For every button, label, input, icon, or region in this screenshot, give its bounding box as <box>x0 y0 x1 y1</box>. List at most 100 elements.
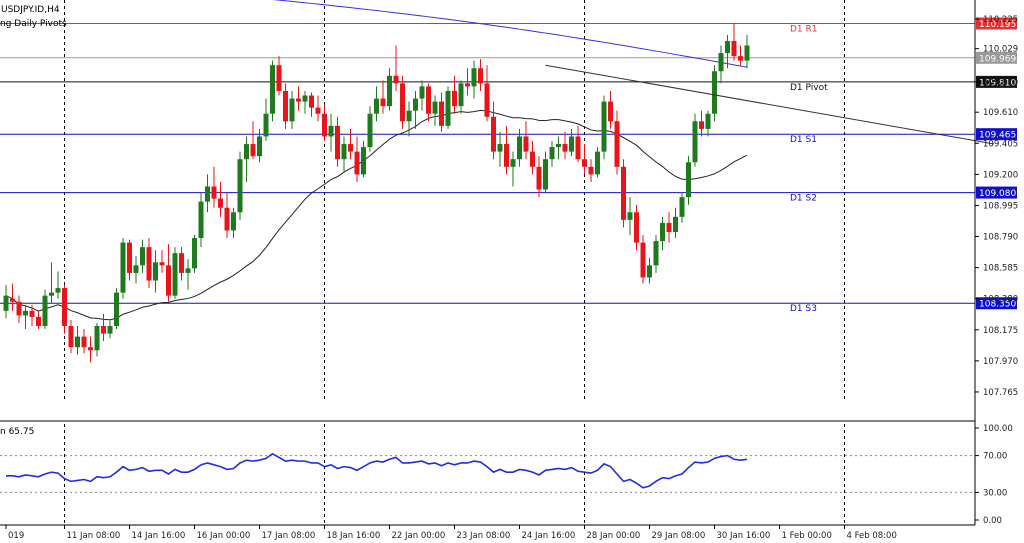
price-tick-label: 108.585 <box>983 264 1018 274</box>
candle-body <box>75 336 80 348</box>
candle-body <box>289 98 295 122</box>
level-price-tag <box>976 297 1017 310</box>
level-name: D1 S1 <box>790 135 817 145</box>
candle-body <box>283 90 288 122</box>
candle-body <box>263 113 269 137</box>
candle-body <box>302 95 308 102</box>
candle-body <box>393 75 399 84</box>
level-name: D1 S2 <box>790 194 817 204</box>
candle-body <box>367 113 373 148</box>
candle-body <box>328 125 334 137</box>
trend-line <box>545 64 995 145</box>
candle-body <box>653 241 659 266</box>
symbol-title: USDJPY.ID,H4 <box>1 5 60 15</box>
candle-body <box>81 336 87 348</box>
candle-body <box>127 242 132 273</box>
separator-lines <box>64 0 845 525</box>
candle-body <box>458 83 464 107</box>
candle-body <box>731 40 737 57</box>
candle-body <box>478 68 483 84</box>
candle-body <box>159 262 165 266</box>
time-tick-label: 14 Jan 16:00 <box>132 531 186 541</box>
candle-body <box>354 151 360 175</box>
indicator-label: ng Daily Pivots <box>0 19 67 29</box>
level-name: D1 S3 <box>790 304 817 314</box>
candle-body <box>738 56 743 61</box>
candle-body <box>601 101 607 152</box>
candle-body <box>179 253 184 273</box>
level-price-label: 109.080 <box>979 189 1016 199</box>
time-tick-label: 4 Feb 08:00 <box>847 531 897 541</box>
candle-body <box>582 159 587 167</box>
candle-body <box>517 136 522 160</box>
candle-body <box>575 136 581 160</box>
rsi-tick-label: 100.00 <box>983 424 1013 434</box>
candle-body <box>608 101 613 122</box>
candle-body <box>296 98 301 102</box>
candle-body <box>439 101 444 126</box>
candle-body <box>55 288 61 293</box>
level-name: D1 R1 <box>790 25 818 35</box>
candle-body <box>640 242 646 278</box>
candle-body <box>185 268 191 273</box>
time-tick-label: 22 Jan 00:00 <box>392 531 446 541</box>
candle-body <box>276 65 282 91</box>
candle-body <box>341 144 347 160</box>
candle-body <box>569 136 574 152</box>
candle-body <box>679 197 685 217</box>
candle-body <box>705 113 711 129</box>
candle-body <box>114 292 119 326</box>
price-tick-label: 107.765 <box>983 388 1018 398</box>
candle-body <box>172 253 178 296</box>
time-tick-label: 18 Jan 16:00 <box>327 531 381 541</box>
candle-body <box>484 83 490 117</box>
candle-body <box>88 347 93 351</box>
candle-body <box>153 262 158 281</box>
candle-body <box>660 222 665 242</box>
candle-body <box>101 325 106 334</box>
price-tick-label: 109.810 <box>983 78 1018 88</box>
candle-body <box>627 212 633 220</box>
time-tick-label: 11 Jan 08:00 <box>67 531 121 541</box>
candle-body <box>309 95 314 108</box>
ma-blue-line <box>273 0 748 68</box>
candle-body <box>387 75 392 107</box>
candle-body <box>270 65 275 114</box>
level-price-tag <box>976 186 1017 199</box>
candle-body <box>133 265 139 273</box>
candle-body <box>257 136 262 157</box>
candle-body <box>510 159 516 167</box>
rsi-label: n 65.75 <box>0 427 34 437</box>
candle-body <box>68 325 74 348</box>
price-tick-label: 110.029 <box>983 45 1018 55</box>
candle-body <box>621 166 626 220</box>
candle-body <box>380 98 386 107</box>
moving-averages <box>5 0 748 321</box>
candle-body <box>712 71 717 114</box>
candle-body <box>692 121 698 163</box>
level-price-tag <box>976 128 1017 141</box>
candle-body <box>361 147 366 175</box>
candle-body <box>10 298 15 302</box>
candle-body <box>725 40 730 54</box>
ma-black-line <box>5 109 748 321</box>
candle-body <box>523 136 529 152</box>
candle-body <box>211 186 217 199</box>
candles <box>3 22 750 363</box>
candle-body <box>62 288 67 326</box>
price-tick-label: 108.175 <box>983 326 1018 336</box>
candle-body <box>335 125 340 160</box>
candle-body <box>426 86 431 114</box>
candle-body <box>588 166 594 175</box>
candle-body <box>465 83 470 87</box>
candle-body <box>348 144 353 152</box>
candle-body <box>556 144 561 148</box>
candle-body <box>42 295 48 326</box>
candle-body <box>673 216 678 232</box>
candle-body <box>94 325 100 351</box>
level-price-tag <box>976 17 1017 30</box>
candle-body <box>530 151 535 167</box>
price-tick-label: 108.380 <box>983 295 1018 305</box>
level-name: D1 Pivot <box>790 83 828 93</box>
candle-body <box>322 113 327 137</box>
